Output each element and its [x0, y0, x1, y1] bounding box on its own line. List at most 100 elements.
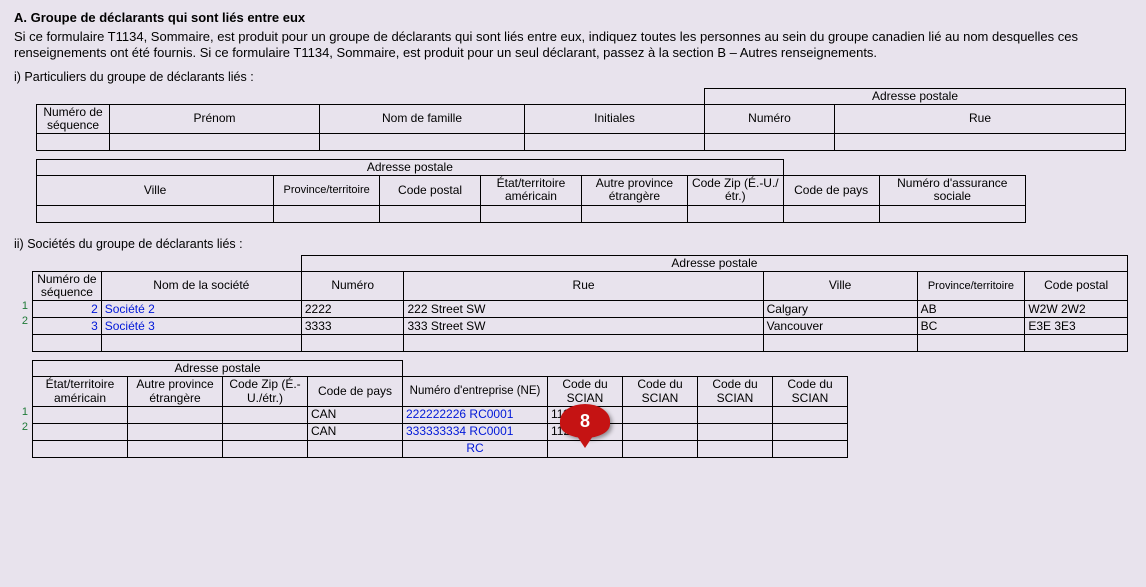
cell-empty[interactable]	[33, 335, 102, 352]
header-code-postal: Code postal	[1025, 271, 1128, 300]
section-a-intro: Si ce formulaire T1134, Sommaire, est pr…	[14, 29, 1132, 62]
cell-empty[interactable]	[773, 406, 848, 423]
cell-rue[interactable]: 222 Street SW	[404, 301, 763, 318]
header-code-pays: Code de pays	[783, 176, 879, 205]
cell-prov[interactable]: BC	[917, 318, 1025, 335]
cell-empty[interactable]	[879, 205, 1025, 222]
cell-empty[interactable]	[223, 406, 308, 423]
row-number: 1	[14, 406, 32, 418]
cell-empty[interactable]	[481, 205, 582, 222]
cell-empty[interactable]	[687, 205, 783, 222]
header-seq: Numéro de séquence	[33, 271, 102, 300]
cell-empty[interactable]	[110, 134, 320, 151]
cell-ne[interactable]: 222222226 RC0001	[403, 406, 548, 423]
cell-empty[interactable]	[623, 423, 698, 440]
cell-empty[interactable]	[763, 335, 917, 352]
header-seq: Numéro de séquence	[37, 104, 110, 133]
cell-empty[interactable]	[128, 406, 223, 423]
cell-empty[interactable]	[223, 440, 308, 457]
subsection-i-label: i) Particuliers du groupe de déclarants …	[14, 70, 1132, 84]
companies-table-1: Adresse postale Numéro de séquence Nom d…	[32, 255, 1128, 353]
header-adresse: Adresse postale	[37, 160, 784, 176]
cell-seq[interactable]: 2	[33, 301, 102, 318]
header-code-zip: Code Zip (É.-U./étr.)	[223, 377, 308, 406]
companies-table-2: Adresse postale État/territoire américai…	[32, 360, 848, 458]
cell-empty[interactable]	[581, 205, 687, 222]
cell-empty[interactable]	[380, 205, 481, 222]
header-rue: Rue	[404, 271, 763, 300]
cell-empty[interactable]	[623, 440, 698, 457]
header-scian: Code du SCIAN	[698, 377, 773, 406]
cell-empty[interactable]	[101, 335, 301, 352]
header-code-postal: Code postal	[380, 176, 481, 205]
cell-empty[interactable]	[623, 406, 698, 423]
header-prenom: Prénom	[110, 104, 320, 133]
cell-pays[interactable]: CAN	[308, 423, 403, 440]
cell-empty[interactable]	[320, 134, 525, 151]
header-adresse: Adresse postale	[33, 361, 403, 377]
header-scian: Code du SCIAN	[623, 377, 698, 406]
table-row: CAN 222222226 RC0001 111140	[33, 406, 848, 423]
cell-empty[interactable]	[698, 423, 773, 440]
row-number: 2	[14, 421, 32, 433]
cell-empty[interactable]	[698, 406, 773, 423]
cell-empty[interactable]	[33, 440, 128, 457]
cell-ne[interactable]: 333333334 RC0001	[403, 423, 548, 440]
cell-empty[interactable]	[223, 423, 308, 440]
cell-prov[interactable]: AB	[917, 301, 1025, 318]
row-number: 1	[14, 300, 32, 312]
individuals-table-1: Adresse postale Numéro de séquence Préno…	[36, 88, 1126, 152]
cell-empty[interactable]	[773, 423, 848, 440]
cell-empty[interactable]	[835, 134, 1126, 151]
cell-empty[interactable]	[698, 440, 773, 457]
header-rue: Rue	[835, 104, 1126, 133]
cell-pays[interactable]: CAN	[308, 406, 403, 423]
cell-empty[interactable]	[128, 423, 223, 440]
cell-empty[interactable]	[783, 205, 879, 222]
header-code-zip: Code Zip (É.-U./étr.)	[687, 176, 783, 205]
header-adresse: Adresse postale	[705, 88, 1126, 104]
header-ville: Ville	[37, 176, 274, 205]
header-nom-famille: Nom de famille	[320, 104, 525, 133]
cell-ne-extra[interactable]: RC	[403, 440, 548, 457]
cell-seq[interactable]: 3	[33, 318, 102, 335]
cell-rue[interactable]: 333 Street SW	[404, 318, 763, 335]
cell-empty[interactable]	[525, 134, 705, 151]
table-row: 3 Société 3 3333 333 Street SW Vancouver…	[33, 318, 1128, 335]
header-prov: Province/territoire	[274, 176, 380, 205]
subsection-ii-label: ii) Sociétés du groupe de déclarants lié…	[14, 237, 1132, 251]
row-number: 2	[14, 315, 32, 327]
cell-postal[interactable]: E3E 3E3	[1025, 318, 1128, 335]
header-etat-us: État/territoire américain	[481, 176, 582, 205]
section-a-title: A. Groupe de déclarants qui sont liés en…	[14, 10, 1132, 25]
cell-postal[interactable]: W2W 2W2	[1025, 301, 1128, 318]
header-scian: Code du SCIAN	[548, 377, 623, 406]
cell-empty[interactable]	[1025, 335, 1128, 352]
table-row: 2 Société 2 2222 222 Street SW Calgary A…	[33, 301, 1128, 318]
cell-empty[interactable]	[917, 335, 1025, 352]
cell-empty[interactable]	[308, 440, 403, 457]
cell-numero[interactable]: 3333	[301, 318, 404, 335]
header-ne: Numéro d'entreprise (NE)	[403, 377, 548, 406]
header-adresse: Adresse postale	[301, 255, 1127, 271]
cell-empty[interactable]	[37, 134, 110, 151]
cell-empty[interactable]	[301, 335, 404, 352]
cell-ville[interactable]: Vancouver	[763, 318, 917, 335]
cell-empty[interactable]	[33, 406, 128, 423]
cell-name[interactable]: Société 2	[101, 301, 301, 318]
cell-numero[interactable]: 2222	[301, 301, 404, 318]
cell-empty[interactable]	[274, 205, 380, 222]
individuals-table-2: Adresse postale Ville Province/territoir…	[36, 159, 1026, 223]
cell-empty[interactable]	[404, 335, 763, 352]
cell-empty[interactable]	[773, 440, 848, 457]
header-nas: Numéro d'assurance sociale	[879, 176, 1025, 205]
cell-empty[interactable]	[37, 205, 274, 222]
cell-empty[interactable]	[33, 423, 128, 440]
cell-ville[interactable]: Calgary	[763, 301, 917, 318]
cell-empty[interactable]	[705, 134, 835, 151]
cell-empty[interactable]	[128, 440, 223, 457]
header-autre-prov: Autre province étrangère	[128, 377, 223, 406]
cell-name[interactable]: Société 3	[101, 318, 301, 335]
header-numero: Numéro	[301, 271, 404, 300]
callout-marker: 8	[560, 404, 610, 438]
